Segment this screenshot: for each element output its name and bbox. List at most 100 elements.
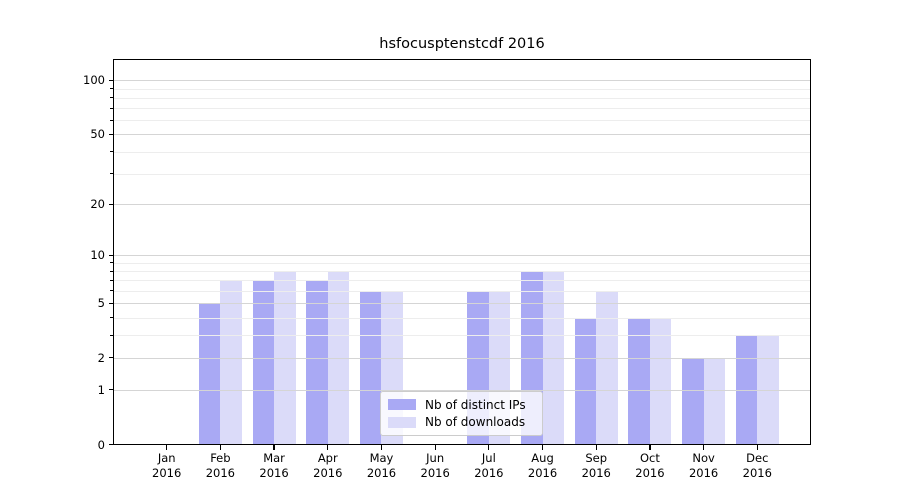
gridline [114,335,810,337]
y-minor-tick-mark [110,107,113,109]
legend-entry-downloads: Nb of downloads [388,415,534,429]
bar-nb-of-distinct-ips [306,280,328,444]
gridline [114,134,810,136]
bar-nb-of-distinct-ips [252,280,275,444]
y-tick-mark [108,389,113,391]
y-tick-mark [108,254,113,256]
x-tick-label: Mar 2016 [242,451,306,481]
y-minor-tick-mark [110,290,113,292]
x-tick-year: 2016 [313,466,343,480]
y-tick-mark [108,302,113,304]
x-tick-label: Apr 2016 [296,451,360,481]
bar-nb-of-distinct-ips [574,317,597,444]
y-minor-tick-mark [110,119,113,121]
x-tick-mark [380,445,383,450]
y-tick-label: 0 [97,437,105,452]
gridline [114,271,810,273]
gridline [114,204,810,206]
bar-nb-of-distinct-ips [198,303,221,444]
y-minor-tick-mark [110,279,113,281]
x-tick-year: 2016 [527,466,558,480]
y-tick-label: 100 [83,73,105,88]
bar-nb-of-distinct-ips [628,317,650,444]
y-tick-label: 20 [90,197,105,212]
gridline [114,151,810,153]
y-tick-label: 5 [97,296,105,311]
x-tick-label: Oct 2016 [618,451,682,481]
x-tick-year: 2016 [205,466,236,480]
gridline [114,173,810,175]
bar-nb-of-downloads [757,335,779,444]
gridline [114,303,810,305]
x-tick-mark [434,445,436,450]
x-tick-label: Feb 2016 [188,451,252,481]
x-tick-month: Oct [639,451,660,465]
gridline [114,120,810,122]
legend: Nb of distinct IPs Nb of downloads [380,391,543,436]
x-tick-mark [488,445,490,450]
x-tick-month: Nov [692,451,715,465]
gridline [114,262,810,264]
x-tick-mark [541,445,544,450]
x-tick-mark [327,445,329,450]
bar-nb-of-distinct-ips [359,290,382,444]
x-tick-label: Jun 2016 [403,451,467,481]
gridline [114,317,810,319]
x-tick-mark [166,445,168,450]
x-tick-month: May [369,451,394,465]
y-minor-tick-mark [110,173,113,175]
bar-nb-of-downloads [596,290,618,444]
x-tick-label: Sep 2016 [564,451,628,481]
y-tick-label: 2 [97,350,105,365]
legend-swatch-distinct-ips [388,399,416,411]
y-minor-tick-mark [110,151,113,153]
x-tick-month: Mar [263,451,285,465]
y-tick-mark [108,133,113,135]
bar-nb-of-downloads [542,271,564,444]
x-tick-month: Feb [210,451,231,465]
bar-nb-of-downloads [274,271,296,444]
gridline [114,88,810,90]
bar-nb-of-downloads [327,271,350,444]
x-tick-year: 2016 [259,466,289,480]
gridline [114,280,810,282]
y-tick-mark [108,357,113,359]
y-minor-tick-mark [110,270,113,272]
x-tick-label: Dec 2016 [725,451,789,481]
legend-entry-distinct-ips: Nb of distinct IPs [388,398,534,412]
y-tick-mark [108,203,113,205]
bar-nb-of-distinct-ips [682,357,704,444]
x-tick-mark [273,445,275,450]
x-tick-year: 2016 [581,466,611,480]
x-tick-mark [595,445,597,450]
y-tick-label: 10 [90,248,105,263]
x-tick-year: 2016 [366,466,397,480]
legend-label-downloads: Nb of downloads [425,415,526,430]
y-tick-label: 50 [90,127,105,142]
y-minor-tick-mark [110,317,113,319]
x-tick-label: Jul 2016 [457,451,521,481]
x-tick-year: 2016 [742,466,772,480]
x-tick-mark [649,445,651,450]
x-tick-mark [703,445,705,450]
legend-label-distinct-ips: Nb of distinct IPs [425,397,526,412]
y-tick-label: 1 [97,382,105,397]
x-tick-month: Jun [426,451,445,465]
x-tick-month: Aug [531,451,554,465]
y-minor-tick-mark [110,334,113,336]
gridline [114,108,810,110]
bar-nb-of-distinct-ips [735,335,758,444]
gridline [114,290,810,292]
x-tick-year: 2016 [474,466,504,480]
bar-nb-of-downloads [220,280,242,444]
gridline [114,80,810,82]
x-tick-mark [756,445,758,450]
x-tick-month: Jul [481,451,496,465]
gridline [114,389,810,391]
x-tick-month: Sep [585,451,608,465]
gridline [114,255,810,257]
y-minor-tick-mark [110,262,113,264]
y-tick-mark [108,443,113,446]
y-tick-mark [108,79,113,81]
